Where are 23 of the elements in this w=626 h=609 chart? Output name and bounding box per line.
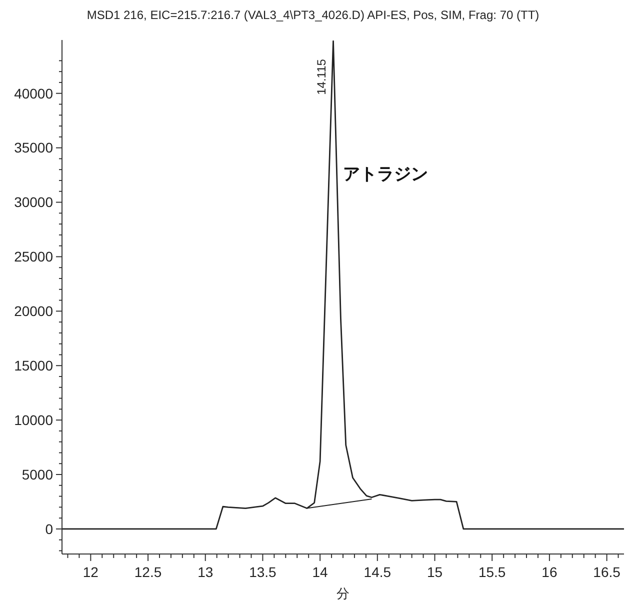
y-tick-label: 35000 (14, 140, 54, 156)
y-tick-label: 5000 (22, 466, 54, 482)
y-tick-label: 15000 (14, 358, 54, 374)
y-tick-label: 25000 (14, 248, 54, 265)
y-tick-label: 10000 (14, 412, 54, 428)
x-tick-label: 14.5 (364, 564, 392, 580)
x-tick-label: 16.5 (593, 564, 621, 580)
chart-title: MSD1 216, EIC=215.7:216.7 (VAL3_4\PT3_4026.D) API-ES, Pos, SIM, Frag: 70 (TT) (86, 8, 540, 22)
annotation: アトラジン (343, 164, 428, 184)
y-tick-label: 30000 (14, 194, 54, 210)
y-tick-label: 20000 (14, 303, 54, 320)
y-tick-label: 0 (45, 520, 54, 537)
y-tick-label: 40000 (14, 85, 54, 102)
x-tick-label: 14 (312, 564, 328, 580)
x-tick-label: 16 (542, 564, 558, 580)
annotation: 14.115 (314, 58, 328, 95)
x-tick-label: 13 (198, 564, 214, 580)
x-tick-label: 13.5 (249, 564, 277, 580)
x-tick-label: 12.5 (134, 564, 162, 580)
x-tick-label: 12 (82, 564, 99, 580)
x-axis-title: 分 (336, 586, 350, 601)
x-tick-label: 15 (426, 564, 443, 580)
x-tick-label: 15.5 (478, 564, 506, 580)
